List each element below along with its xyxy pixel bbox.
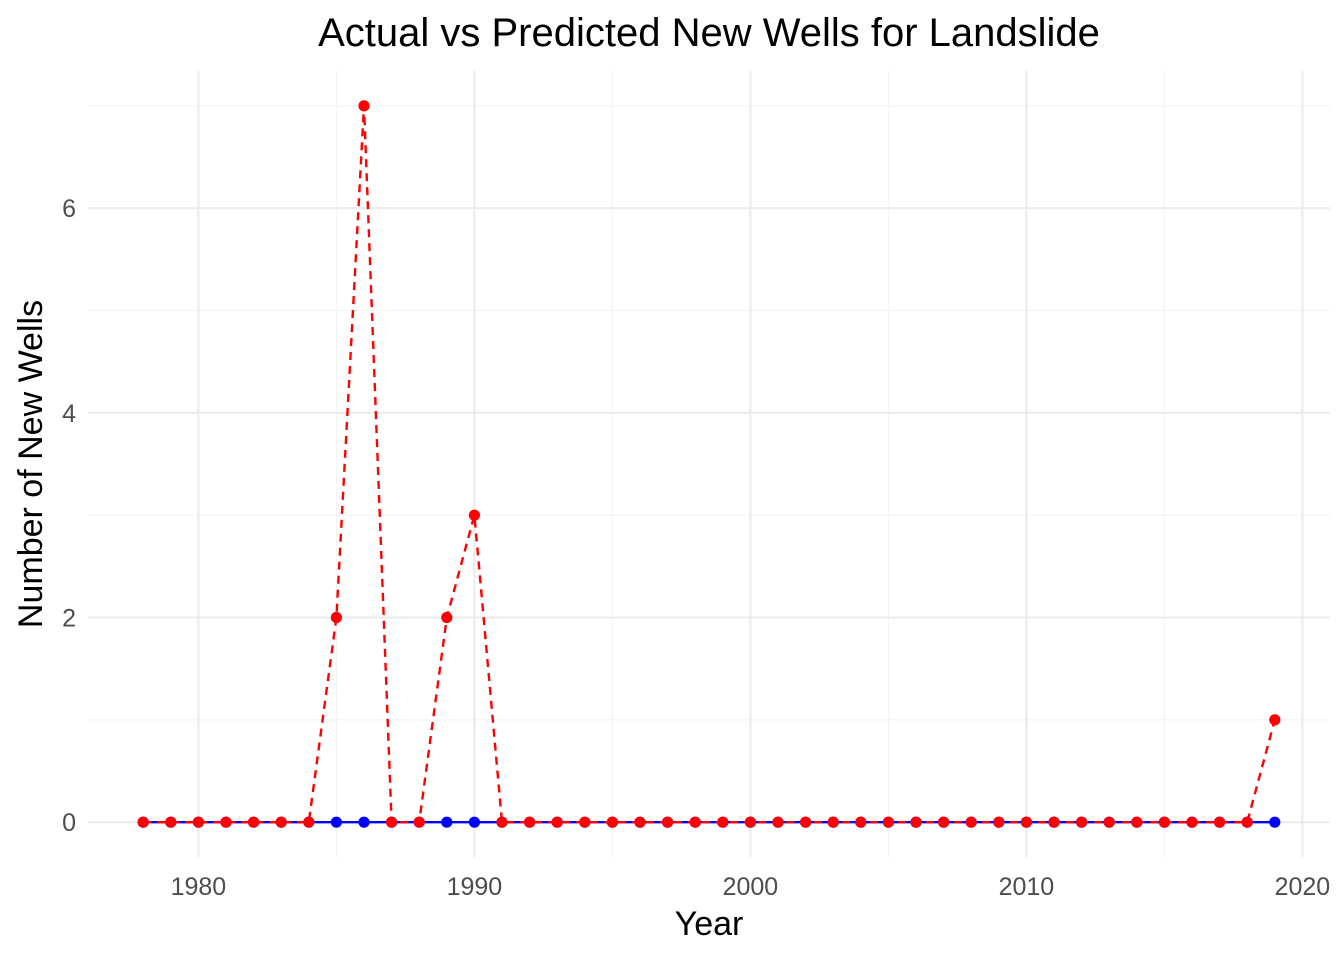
- series-1-point: [358, 816, 370, 828]
- x-tick-label: 2010: [999, 873, 1055, 901]
- series-1-point: [330, 816, 342, 828]
- series-2-point: [275, 816, 287, 828]
- series-2-point: [1269, 714, 1281, 726]
- series-2-point: [1076, 816, 1088, 828]
- series-2-point: [441, 611, 453, 624]
- series-2-point: [496, 816, 508, 828]
- series-2-point: [827, 816, 839, 828]
- series-2-point: [1131, 816, 1143, 828]
- major-gridlines: [88, 70, 1330, 858]
- series-2-point: [662, 816, 674, 828]
- series-2-point: [938, 816, 950, 828]
- series-2-point: [1158, 816, 1170, 828]
- series-2-point: [1214, 816, 1226, 828]
- series-2-point: [634, 816, 646, 828]
- series-line-2: [143, 105, 1276, 824]
- series-layer: [143, 105, 1276, 824]
- series-2-point: [386, 816, 398, 828]
- series-2-point: [303, 816, 315, 828]
- series-2-point: [1020, 816, 1032, 828]
- y-tick-label: 0: [62, 809, 76, 837]
- minor-gridlines: [88, 70, 1330, 858]
- y-tick-label: 2: [62, 605, 76, 633]
- series-2-point: [358, 100, 370, 112]
- series-2-point: [524, 816, 536, 828]
- series-2-point: [855, 816, 867, 828]
- series-2-point: [689, 816, 701, 828]
- x-tick-label: 1980: [171, 873, 227, 901]
- series-1-point: [441, 816, 453, 828]
- series-2-point: [800, 816, 812, 828]
- series-2-point: [551, 816, 563, 828]
- series-2-point: [772, 816, 784, 828]
- x-axis-title: Year: [675, 905, 744, 943]
- series-2-point: [910, 816, 922, 828]
- x-tick-label: 2000: [723, 873, 779, 901]
- chart-title: Actual vs Predicted New Wells for Landsl…: [318, 11, 1100, 55]
- x-tick-label: 2020: [1275, 873, 1331, 901]
- series-2-point: [330, 611, 342, 624]
- series-2-point: [965, 816, 977, 828]
- series-2-point: [606, 816, 619, 828]
- series-2-point: [1241, 816, 1253, 828]
- series-2-point: [744, 816, 757, 828]
- series-2-point: [993, 816, 1005, 828]
- series-2-point: [165, 816, 177, 828]
- x-tick-labels: 1980 1990 2000 2010 2020: [171, 873, 1331, 901]
- y-tick-label: 4: [62, 400, 76, 428]
- series-2-point: [882, 816, 895, 828]
- series-2-point: [468, 509, 480, 521]
- series-2-point: [1103, 816, 1115, 828]
- y-axis-title: Number of New Wells: [12, 300, 50, 628]
- series-2-point: [248, 816, 260, 828]
- series-2-point: [192, 816, 204, 828]
- points-layer: [137, 100, 1281, 828]
- series-2-point: [717, 816, 729, 828]
- x-tick-label: 1990: [447, 873, 503, 901]
- series-1-point: [468, 816, 480, 828]
- series-2-point: [1186, 816, 1198, 828]
- series-2-point: [137, 816, 149, 828]
- y-tick-labels: 0 2 4 6: [62, 195, 76, 837]
- y-tick-label: 6: [62, 195, 76, 223]
- series-2-point: [220, 816, 232, 828]
- series-2-point: [579, 816, 591, 828]
- series-1-point: [1269, 816, 1281, 828]
- series-2-point: [1048, 816, 1060, 828]
- series-2-point: [413, 816, 425, 828]
